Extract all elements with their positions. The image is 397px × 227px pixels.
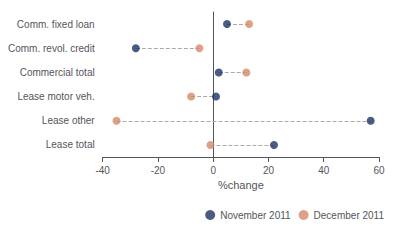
svg-text:0: 0 (210, 165, 216, 176)
svg-text:Lease other: Lease other (42, 115, 95, 126)
svg-text:November 2011: November 2011 (220, 210, 291, 221)
svg-text:Commercial total: Commercial total (20, 67, 95, 78)
svg-text:20: 20 (263, 165, 275, 176)
svg-text:%change: %change (218, 179, 264, 191)
svg-text:60: 60 (373, 165, 385, 176)
svg-text:Comm. fixed loan: Comm. fixed loan (17, 19, 95, 30)
svg-text:-40: -40 (95, 165, 110, 176)
svg-text:40: 40 (318, 165, 330, 176)
svg-text:Lease motor veh.: Lease motor veh. (17, 91, 94, 102)
svg-text:-20: -20 (151, 165, 166, 176)
svg-text:December 2011: December 2011 (314, 210, 385, 221)
svg-text:Lease total: Lease total (46, 139, 95, 150)
svg-text:Comm. revol. credit: Comm. revol. credit (8, 43, 95, 54)
